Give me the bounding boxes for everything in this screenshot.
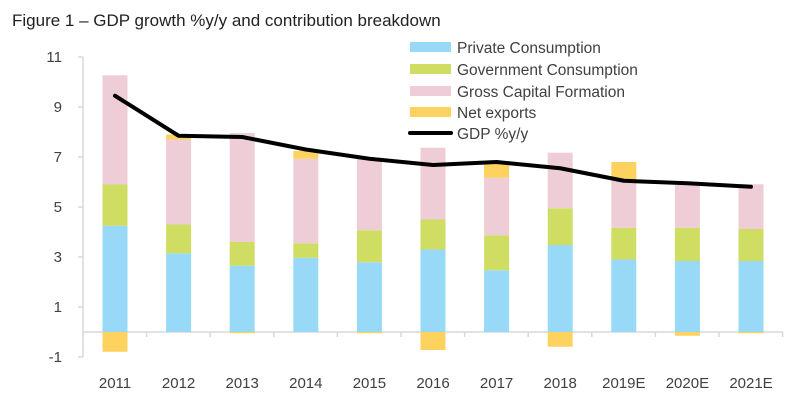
bar-net-exports (230, 332, 255, 333)
bar-gross-capital-formation (166, 140, 191, 225)
bar-government-consumption (675, 228, 700, 261)
y-tick-label: 11 (46, 49, 62, 66)
legend-label: Private Consumption (457, 40, 601, 57)
axes: -1 1 3 5 7 9 11 2011 2012 2013 2014 2015 2016 2017 201… (46, 49, 783, 392)
legend-label: Net exports (457, 105, 537, 122)
x-tick-label: 2016 (416, 375, 449, 392)
bar-gross-capital-formation (548, 153, 573, 209)
legend-swatch (410, 107, 451, 117)
bar-private-consumption (611, 260, 636, 333)
y-tick-label: 9 (54, 99, 62, 116)
x-tick-label: 2015 (353, 375, 386, 392)
bar-private-consumption (230, 266, 255, 332)
y-tick-label: 1 (54, 299, 62, 316)
bar-gross-capital-formation (611, 180, 636, 228)
bar-net-exports (675, 332, 700, 336)
chart-title: Figure 1 – GDP growth %y/y and contribut… (12, 11, 441, 30)
x-tick-label: 2013 (226, 375, 259, 392)
bar-government-consumption (357, 230, 382, 262)
bar-private-consumption (166, 253, 191, 332)
legend: Private Consumption Government Consumptio… (410, 40, 638, 143)
bar-gross-capital-formation (484, 178, 509, 236)
bar-government-consumption (103, 185, 128, 226)
x-tick-label: 2019E (602, 375, 645, 392)
bar-private-consumption (739, 261, 764, 332)
bar-gross-capital-formation (293, 159, 318, 244)
legend-label: Government Consumption (457, 62, 638, 79)
y-tick-label: 5 (54, 199, 62, 216)
x-tick-label: 2020E (666, 375, 709, 392)
bar-gross-capital-formation (675, 185, 700, 228)
bar-net-exports (357, 332, 382, 333)
x-tick-label: 2014 (289, 375, 322, 392)
legend-swatch (410, 86, 451, 96)
bar-government-consumption (293, 243, 318, 258)
bar-net-exports (739, 332, 764, 333)
bar-gross-capital-formation (357, 158, 382, 231)
bar-government-consumption (611, 228, 636, 260)
bar-private-consumption (548, 245, 573, 332)
legend-swatch (410, 64, 451, 74)
legend-label: Gross Capital Formation (457, 84, 625, 101)
bar-gross-capital-formation (421, 148, 446, 220)
bar-net-exports (103, 332, 128, 352)
bar-private-consumption (357, 262, 382, 332)
bar-private-consumption (675, 261, 700, 332)
x-tick-label: 2011 (99, 375, 131, 392)
bar-private-consumption (421, 250, 446, 333)
bar-private-consumption (103, 226, 128, 332)
bar-gross-capital-formation (739, 184, 764, 229)
legend-swatch (410, 42, 451, 52)
bar-government-consumption (548, 208, 573, 245)
bar-government-consumption (421, 220, 446, 250)
x-tick-label: 2012 (162, 375, 195, 392)
bar-net-exports (548, 332, 573, 347)
y-tick-label: 3 (54, 249, 62, 266)
x-tick-label: 2021E (729, 375, 772, 392)
y-tick-label: -1 (49, 349, 62, 366)
bar-gross-capital-formation (230, 133, 255, 242)
bar-net-exports (421, 332, 446, 350)
bar-government-consumption (484, 235, 509, 270)
bar-gross-capital-formation (103, 75, 128, 184)
bar-government-consumption (230, 242, 255, 266)
legend-label: GDP %y/y (457, 126, 528, 143)
bar-government-consumption (166, 225, 191, 254)
bar-private-consumption (293, 258, 318, 332)
x-tick-label: 2017 (480, 375, 513, 392)
bar-government-consumption (739, 229, 764, 261)
bar-private-consumption (484, 270, 509, 332)
y-tick-label: 7 (54, 149, 62, 166)
x-tick-label: 2018 (544, 375, 577, 392)
bar-net-exports (484, 163, 509, 178)
